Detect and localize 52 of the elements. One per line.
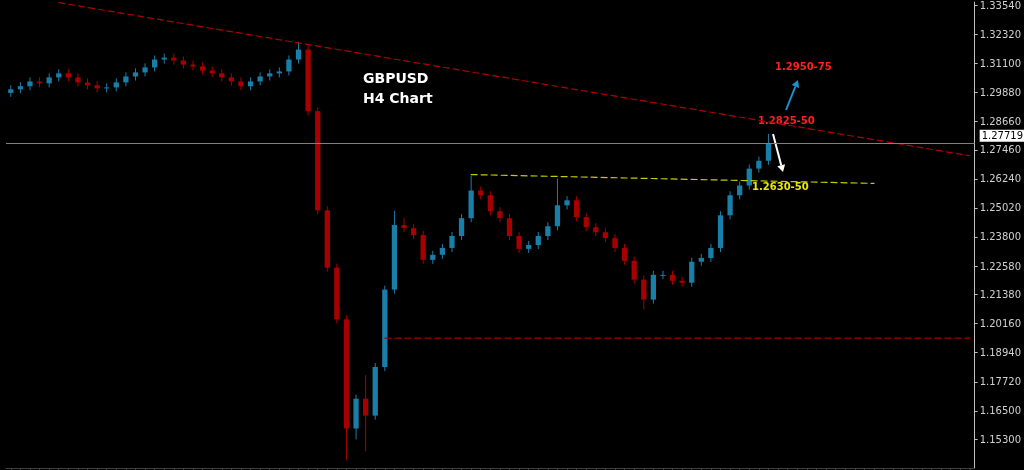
candlestick (746, 164, 752, 191)
y-tick-label: 1.16500 (979, 405, 1022, 417)
candlestick (142, 62, 148, 77)
y-tick-label: 1.15300 (979, 433, 1022, 445)
candlestick (497, 206, 503, 223)
y-tick-label: 1.23800 (979, 231, 1022, 243)
candlestick (516, 231, 522, 254)
candlestick (583, 212, 589, 232)
candlestick (631, 256, 637, 285)
candlestick (75, 72, 81, 87)
y-tick-label: 1.28660 (979, 115, 1022, 127)
y-tick-label: 1.22580 (979, 260, 1022, 272)
y-tick-label: 1.31100 (979, 57, 1022, 69)
candlestick (564, 195, 570, 210)
annotation: 1.2950-75 (775, 60, 832, 72)
candlestick (506, 213, 513, 241)
candlestick (238, 76, 244, 91)
y-tick-label: 1.26240 (979, 173, 1022, 185)
candlestick (689, 257, 695, 288)
text: GBPUSD (363, 70, 429, 86)
y-tick-label: 1.33540 (979, 0, 1022, 11)
text: H4 Chart (363, 90, 433, 106)
candlestick (621, 243, 628, 266)
candlestick (458, 213, 465, 241)
y-tick-label: 1.29880 (979, 86, 1022, 98)
y-tick-label: 1.21380 (979, 289, 1022, 301)
candlestick (94, 80, 100, 93)
y-tick-label: 1.27460 (979, 144, 1022, 156)
y-tick-label: 1.25020 (979, 202, 1022, 214)
y-tick-label: 1.18940 (979, 347, 1022, 359)
y-tick-label: 1.20160 (979, 318, 1022, 330)
annotation: 1.2630-50 (752, 180, 809, 192)
candlestick (363, 374, 369, 452)
candlestick (401, 217, 407, 233)
candlestick (574, 195, 580, 222)
candlestick (449, 231, 455, 253)
candlestick (679, 276, 685, 288)
candlestick (765, 133, 772, 166)
candlestick (487, 190, 493, 216)
candlestick (27, 76, 33, 91)
candlestick (756, 156, 762, 174)
candlestick (641, 275, 647, 310)
candlestick (660, 270, 666, 280)
candlestick (286, 54, 292, 76)
candlestick (727, 190, 733, 220)
annotation: 1.2825-50 (758, 114, 815, 126)
candlestick (123, 71, 129, 87)
candlestick (554, 178, 561, 231)
ref-line-label: 1.27719 (981, 130, 1024, 142)
candlestick (708, 243, 714, 263)
y-tick-label: 1.17720 (979, 376, 1022, 388)
y-tick-label: 1.32320 (979, 28, 1022, 40)
